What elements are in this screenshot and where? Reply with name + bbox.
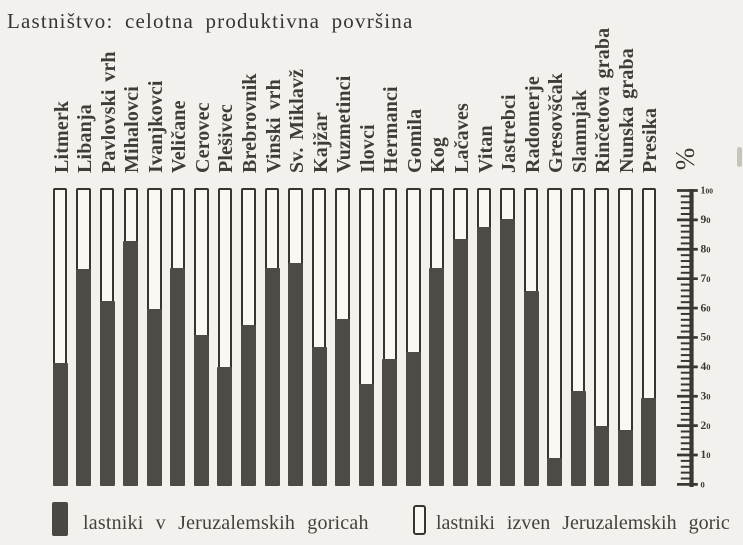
svg-text:70: 70	[701, 273, 711, 285]
svg-text:30: 30	[701, 390, 711, 402]
svg-text:90: 90	[701, 214, 711, 226]
svg-text:100: 100	[701, 186, 714, 197]
svg-text:80: 80	[701, 244, 711, 256]
svg-text:0: 0	[701, 480, 705, 490]
svg-text:40: 40	[701, 361, 711, 373]
svg-text:50: 50	[701, 332, 711, 344]
svg-text:60: 60	[701, 302, 711, 314]
svg-text:20: 20	[701, 420, 711, 432]
svg-text:10: 10	[701, 449, 711, 461]
